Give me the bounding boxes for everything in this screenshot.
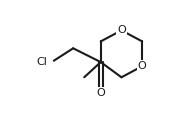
Text: Cl: Cl bbox=[36, 57, 47, 67]
Text: O: O bbox=[96, 88, 105, 98]
Text: O: O bbox=[117, 25, 126, 35]
Text: O: O bbox=[138, 61, 147, 71]
